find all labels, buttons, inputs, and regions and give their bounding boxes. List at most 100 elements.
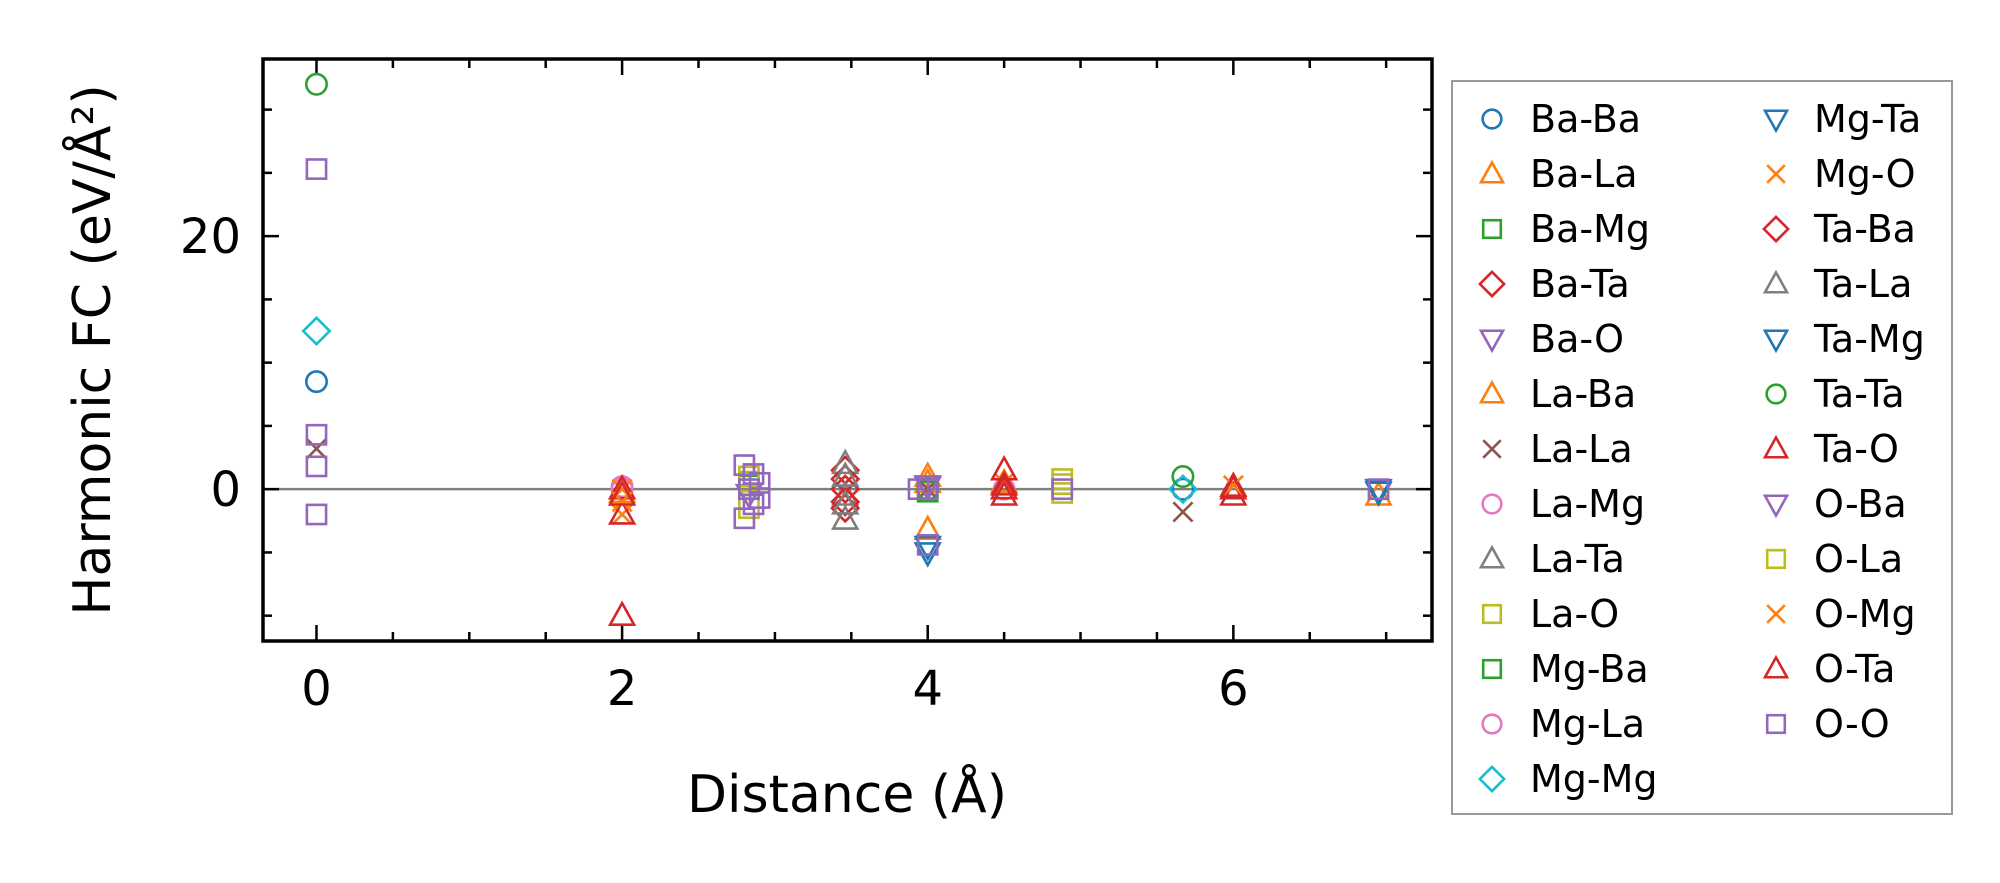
legend-label: O-Mg: [1814, 592, 1916, 636]
plot-area: [263, 59, 1432, 641]
point-o-o: [305, 503, 328, 526]
legend-marker-o-ba: [1762, 494, 1790, 519]
legend-label: La-Ta: [1530, 537, 1625, 581]
point-o-o: [748, 471, 771, 494]
point-ta-o: [989, 473, 1019, 500]
point-ta-la: [830, 489, 860, 515]
point-o-ta: [989, 470, 1019, 496]
axis-tick-labels: 0 2 4 6 0 20: [180, 209, 1249, 717]
legend-label: La-La: [1530, 427, 1633, 471]
legend-label: Ba-O: [1530, 317, 1624, 361]
point-la-la: [1172, 501, 1194, 523]
legend-label: Ba-Ta: [1530, 262, 1630, 306]
legend-label: O-O: [1814, 702, 1890, 746]
legend-label: O-Ba: [1814, 482, 1907, 526]
legend-label: Ba-La: [1530, 152, 1638, 196]
x-tick-label: 0: [301, 661, 332, 717]
point-ta-mg: [913, 535, 942, 562]
legend-frame: [1451, 80, 1953, 815]
legend-marker-mg-la: [1481, 713, 1503, 735]
point-o-ba: [913, 475, 942, 501]
point-o-mg: [1222, 474, 1244, 496]
point-la-ta: [830, 448, 860, 475]
legend-marker-mg-ba: [1481, 658, 1503, 680]
legend-marker-mg-o: [1766, 164, 1786, 184]
point-ta-ta: [1171, 465, 1195, 489]
point-ta-la: [830, 461, 860, 487]
legend-label: Ta-O: [1813, 427, 1899, 471]
legend-marker-ta-o: [1762, 434, 1790, 459]
point-o-o: [1051, 478, 1074, 501]
point-ta-o: [607, 473, 637, 500]
point-ta-ta: [304, 72, 328, 96]
y-axis-label: Harmonic FC (eV/Å²): [61, 84, 123, 615]
point-o-o: [907, 478, 930, 501]
plot-frame: [261, 57, 1434, 643]
x-tick-label: 2: [607, 661, 638, 717]
legend-marker-o-ta: [1762, 654, 1790, 679]
point-mg-mg: [1167, 474, 1198, 505]
legend-marker-o-o: [1765, 713, 1787, 735]
legend-marker-ta-mg: [1762, 329, 1790, 354]
legend-label: Ba-Mg: [1530, 207, 1650, 251]
point-ta-o: [607, 600, 637, 626]
point-o-o: [916, 533, 939, 556]
legend-marker-o-mg: [1766, 604, 1786, 624]
legend-label: Ta-Ta: [1813, 372, 1905, 416]
point-o-o: [742, 493, 765, 516]
x-tick-label: 6: [1218, 661, 1249, 717]
point-ba-ba: [1171, 477, 1195, 501]
legend-label: Ta-Ba: [1813, 207, 1916, 251]
x-tick-label: 4: [912, 661, 943, 717]
legend-label: La-O: [1530, 592, 1619, 636]
legend-marker-o-la: [1765, 548, 1787, 570]
legend-marker-la-ta: [1478, 544, 1506, 569]
point-o-o: [305, 158, 328, 180]
legend-label: Ba-Ba: [1530, 97, 1641, 141]
legend-marker-ba-ta: [1478, 270, 1506, 298]
data-points: [301, 72, 1393, 626]
point-ba-ba: [304, 370, 328, 394]
legend-label: Ta-La: [1813, 262, 1912, 306]
legend-label: O-Ta: [1814, 647, 1895, 691]
point-la-la: [305, 438, 328, 460]
legend-marker-ba-la: [1478, 159, 1506, 184]
legend-marker-la-la: [1482, 439, 1502, 459]
point-o-o: [305, 455, 328, 478]
legend-marker-ba-mg: [1481, 218, 1503, 240]
legend-label: Mg-O: [1814, 152, 1916, 196]
legend-marker-ta-ta: [1765, 383, 1787, 405]
legend-marker-mg-mg: [1478, 765, 1506, 793]
legend-marker-ba-ba: [1481, 108, 1503, 130]
legend-marker-la-ba: [1478, 379, 1506, 404]
legend-marker-mg-ta: [1762, 109, 1790, 134]
x-axis-label: Distance (Å): [687, 763, 1007, 825]
legend-marker-ta-ba: [1762, 215, 1790, 243]
legend-label: Mg-La: [1530, 702, 1645, 746]
y-tick-label: 0: [210, 462, 241, 518]
point-o-ta: [607, 480, 637, 506]
legend-label: Mg-Ba: [1530, 647, 1649, 691]
point-ta-ba: [830, 486, 861, 517]
point-o-ta: [1219, 473, 1248, 500]
legend-marker-la-o: [1481, 603, 1503, 625]
point-ta-o: [1219, 480, 1248, 506]
point-o-o: [305, 423, 328, 446]
legend-marker-ba-o: [1478, 329, 1506, 354]
point-o-o: [748, 487, 771, 509]
point-ta-o: [607, 499, 637, 525]
point-o-o: [1367, 478, 1390, 501]
legend-marker-ta-la: [1762, 269, 1790, 294]
point-ba-la: [913, 514, 942, 540]
legend-label: Mg-Ta: [1814, 97, 1921, 141]
legend-marker-la-mg: [1481, 493, 1503, 515]
legend-label: O-La: [1814, 537, 1903, 581]
y-tick-label: 20: [180, 209, 241, 265]
point-la-ta: [830, 504, 860, 530]
legend: Ba-Ba Ba-La Ba-Mg Ba-Ta Ba-O La-Ba La-La La-Mg L…: [1451, 80, 1953, 815]
legend-label: La-Ba: [1530, 372, 1636, 416]
point-mg-mg: [301, 315, 332, 347]
legend-label: La-Mg: [1530, 482, 1645, 526]
legend-label: Ta-Mg: [1813, 317, 1925, 361]
